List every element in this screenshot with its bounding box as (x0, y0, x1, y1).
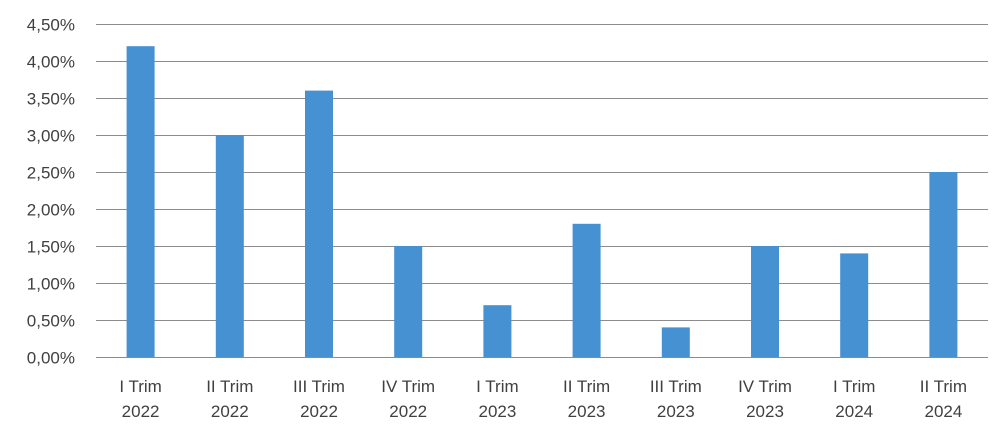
x-category-label: IV Trim 2022 (381, 377, 435, 421)
x-category-year: 2022 (300, 402, 338, 421)
x-category-period: II Trim (920, 377, 967, 396)
gridlines (96, 24, 988, 358)
y-tick-label: 1,50% (27, 238, 75, 257)
x-category-label: III Trim 2022 (293, 377, 345, 421)
x-category-year: 2023 (478, 402, 516, 421)
bar (751, 246, 779, 357)
y-tick-label: 4,50% (27, 16, 75, 35)
x-category-period: IV Trim (381, 377, 435, 396)
x-category-label: II Trim 2024 (920, 377, 967, 421)
x-category-period: III Trim (650, 377, 702, 396)
x-category-year: 2023 (657, 402, 695, 421)
bar (483, 305, 512, 357)
bars (126, 46, 958, 357)
bar (215, 135, 244, 357)
y-tick-label: 3,00% (27, 127, 75, 146)
x-category-label: II Trim 2023 (563, 377, 610, 421)
x-category-period: II Trim (206, 377, 253, 396)
y-axis-tick-labels: 0,00% 0,50% 1,00% 1,50% 2,00% 2,50% 3,00% 3,50%… (27, 16, 75, 368)
x-category-period: III Trim (293, 377, 345, 396)
x-category-period: I Trim (476, 377, 519, 396)
x-category-period: IV Trim (738, 377, 792, 396)
x-category-year: 2022 (122, 402, 160, 421)
y-tick-label: 2,50% (27, 164, 75, 183)
x-category-year: 2022 (389, 402, 427, 421)
bar (126, 46, 155, 357)
x-category-year: 2024 (924, 402, 962, 421)
x-category-label: I Trim 2024 (833, 377, 876, 421)
x-category-period: I Trim (119, 377, 162, 396)
y-tick-label: 3,50% (27, 90, 75, 109)
x-category-year: 2024 (835, 402, 873, 421)
y-tick-label: 0,50% (27, 312, 75, 331)
x-category-label: II Trim 2022 (206, 377, 253, 421)
bar (394, 246, 423, 357)
x-category-period: II Trim (563, 377, 610, 396)
x-category-label: IV Trim 2023 (738, 377, 792, 421)
x-category-year: 2023 (746, 402, 784, 421)
bar (840, 253, 869, 357)
x-category-label: I Trim 2022 (119, 377, 162, 421)
bar (929, 172, 958, 357)
y-tick-label: 2,00% (27, 201, 75, 220)
bar (572, 223, 601, 357)
bar (661, 327, 690, 357)
y-tick-label: 4,00% (27, 53, 75, 72)
x-category-label: I Trim 2023 (476, 377, 519, 421)
x-category-year: 2023 (568, 402, 606, 421)
y-tick-label: 0,00% (27, 349, 75, 368)
x-category-label: III Trim 2023 (650, 377, 702, 421)
x-category-period: I Trim (833, 377, 876, 396)
y-tick-label: 1,00% (27, 275, 75, 294)
x-category-year: 2022 (211, 402, 249, 421)
bar (305, 90, 333, 357)
